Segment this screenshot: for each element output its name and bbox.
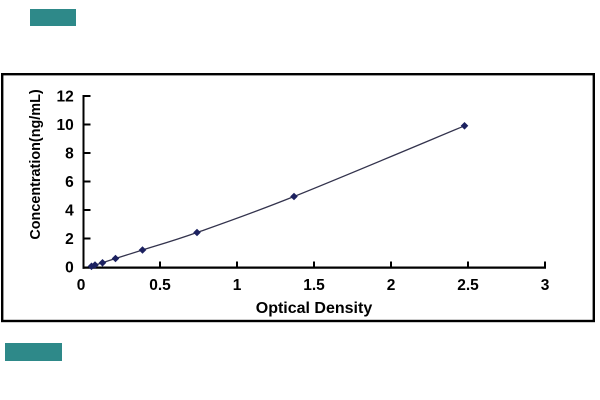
svg-text:2: 2 xyxy=(65,231,74,248)
svg-text:0.5: 0.5 xyxy=(149,277,171,294)
svg-text:6: 6 xyxy=(65,174,74,191)
svg-text:12: 12 xyxy=(57,89,74,106)
svg-text:10: 10 xyxy=(57,117,74,134)
svg-text:Concentration(ng/mL): Concentration(ng/mL) xyxy=(28,89,44,239)
svg-text:3: 3 xyxy=(541,277,550,294)
svg-text:2: 2 xyxy=(387,277,396,294)
svg-text:4: 4 xyxy=(65,203,74,220)
svg-text:1.5: 1.5 xyxy=(303,277,325,294)
svg-text:2.5: 2.5 xyxy=(457,277,479,294)
svg-text:8: 8 xyxy=(65,146,74,163)
svg-text:0: 0 xyxy=(65,260,74,277)
svg-text:0: 0 xyxy=(77,277,86,294)
svg-text:Optical Density: Optical Density xyxy=(256,300,373,317)
svg-text:1: 1 xyxy=(233,277,242,294)
